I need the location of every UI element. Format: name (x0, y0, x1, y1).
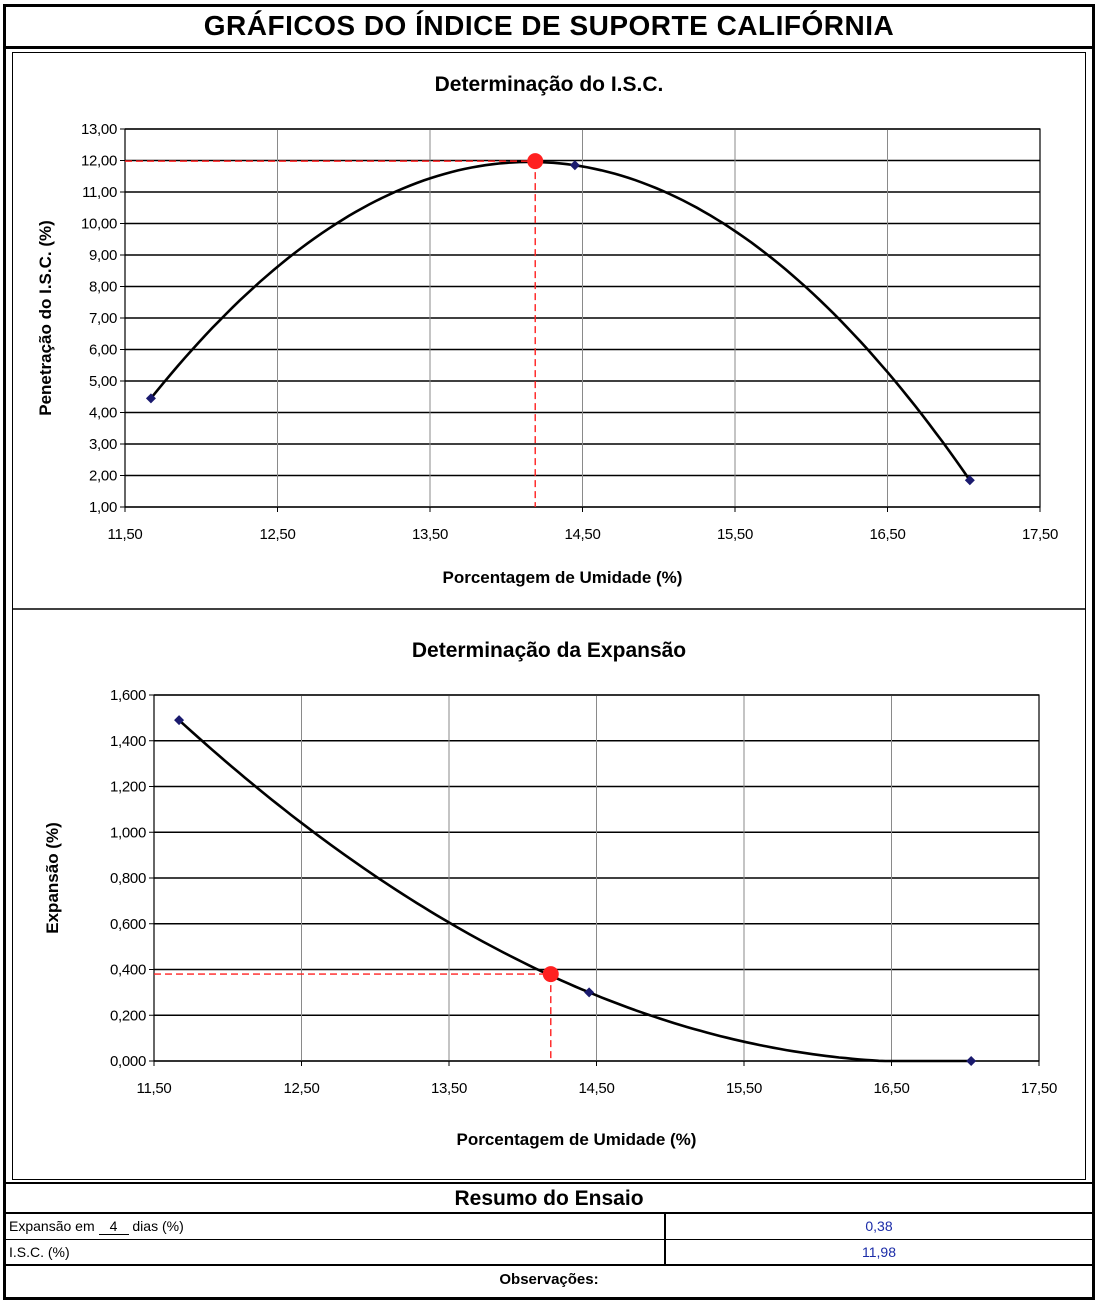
expansion-label-suffix: dias (%) (128, 1218, 184, 1234)
x-tick-label: 17,50 (1021, 1080, 1057, 1097)
trendline (149, 160, 971, 481)
isc-value-cell[interactable]: 11,98 (664, 1240, 1092, 1264)
x-tick-label: 11,50 (137, 1080, 172, 1097)
y-tick-label: 1,00 (89, 499, 117, 516)
y-tick-label: 1,600 (110, 687, 146, 704)
observations-label: Observações: (499, 1271, 599, 1288)
summary-table: Resumo do Ensaio Expansão em 4 dias (%) … (6, 1182, 1092, 1300)
trendline (178, 719, 972, 1063)
x-tick-label: 15,50 (726, 1080, 762, 1097)
plot-border (124, 128, 1041, 508)
y-tick-label: 11,00 (82, 184, 117, 201)
y-axis-title: Expansão (%) (43, 822, 62, 933)
y-tick-label: 13,00 (81, 121, 117, 138)
y-tick-label: 0,400 (110, 962, 146, 979)
x-tick-label: 17,50 (1022, 526, 1058, 543)
expansion-label: Expansão em 4 dias (%) (9, 1214, 184, 1239)
data-point (174, 715, 185, 726)
y-tick-label: 5,00 (89, 373, 117, 390)
summary-title: Resumo do Ensaio (6, 1182, 1092, 1214)
charts-canvas: Determinação do I.S.C. 1,00 2,00 3,00 4,00 5,… (13, 73, 1085, 1149)
x-tick-label: 16,50 (869, 526, 905, 543)
x-tick-label: 11,50 (108, 526, 143, 543)
result-point (542, 966, 559, 983)
y-tick-label: 0,600 (110, 916, 146, 933)
x-tick-label: 13,50 (412, 526, 448, 543)
observations-row: Observações: (6, 1268, 1092, 1300)
chart-title: Determinação do I.S.C. (435, 73, 664, 96)
x-axis-title: Porcentagem de Umidade (%) (443, 568, 683, 587)
y-tick-label: 1,200 (110, 779, 146, 796)
plot-border (153, 694, 1040, 1062)
expansion-value-cell[interactable]: 0,38 (664, 1214, 1092, 1239)
title-divider (6, 46, 1092, 49)
y-tick-label: 0,000 (110, 1053, 146, 1070)
data-point (964, 475, 975, 486)
y-tick-label: 3,00 (89, 436, 117, 453)
data-point (584, 987, 595, 998)
expansion-label-prefix: Expansão em (9, 1218, 99, 1234)
y-tick-label: 9,00 (89, 247, 117, 264)
data-point (966, 1056, 977, 1066)
report-title: GRÁFICOS DO ÍNDICE DE SUPORTE CALIFÓRNIA (203, 10, 895, 41)
result-point (527, 153, 544, 170)
x-tick-label: 15,50 (717, 526, 753, 543)
expansion-days-field[interactable]: 4 (98, 1218, 129, 1235)
x-tick-label: 16,50 (873, 1080, 909, 1097)
y-axis-title: Penetração do I.S.C. (%) (36, 220, 55, 416)
x-axis-title: Porcentagem de Umidade (%) (457, 1130, 697, 1149)
y-tick-label: 2,00 (89, 468, 117, 485)
chart-title: Determinação da Expansão (412, 639, 686, 662)
y-tick-label: 4,00 (89, 405, 117, 422)
charts-panel: Determinação do I.S.C. 1,00 2,00 3,00 4,00 5,… (12, 52, 1086, 1180)
x-tick-label: 14,50 (564, 526, 600, 543)
y-tick-label: 12,00 (81, 153, 117, 170)
expansion-row: Expansão em 4 dias (%) 0,38 (6, 1214, 1092, 1240)
y-tick-label: 7,00 (89, 310, 117, 327)
y-tick-label: 0,200 (110, 1007, 146, 1024)
data-point (145, 393, 156, 404)
isc-row: I.S.C. (%) 11,98 (6, 1240, 1092, 1266)
y-tick-label: 0,800 (110, 870, 146, 887)
y-tick-label: 6,00 (89, 342, 117, 359)
x-tick-label: 14,50 (578, 1080, 614, 1097)
data-point (569, 160, 580, 171)
y-tick-label: 10,00 (81, 216, 117, 233)
y-tick-label: 1,400 (110, 733, 146, 750)
x-tick-label: 12,50 (283, 1080, 319, 1097)
y-tick-label: 1,000 (110, 824, 146, 841)
isc-label: I.S.C. (%) (9, 1244, 70, 1260)
x-tick-label: 12,50 (259, 526, 295, 543)
y-tick-label: 8,00 (89, 279, 117, 296)
x-tick-label: 13,50 (431, 1080, 467, 1097)
